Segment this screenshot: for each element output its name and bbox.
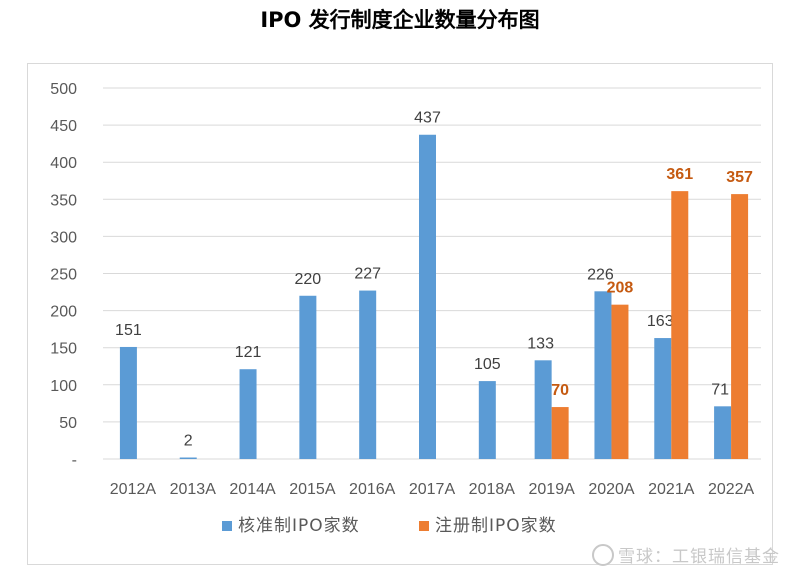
y-tick-label: 450 [50, 118, 77, 135]
y-tick-label: 200 [50, 304, 77, 321]
x-tick-label: 2014A [229, 481, 276, 498]
bar-approval [534, 360, 552, 459]
data-label-approval: 220 [295, 271, 322, 288]
data-label-approval: 163 [647, 313, 674, 330]
bar-approval [419, 134, 436, 459]
data-label-registration: 70 [551, 382, 569, 399]
y-tick-label: 150 [50, 341, 77, 358]
x-tick-label: 2017A [409, 481, 456, 498]
chart-frame [27, 63, 773, 565]
x-tick-label: 2019A [529, 481, 576, 498]
x-tick-label: 2012A [110, 481, 157, 498]
data-label-approval: 121 [235, 344, 262, 361]
data-label-approval: 437 [414, 110, 441, 127]
x-tick-label: 2016A [349, 481, 396, 498]
bar-approval [359, 290, 377, 459]
bar-approval [478, 381, 496, 459]
y-tick-label: 500 [50, 81, 77, 98]
data-label-approval: 71 [711, 381, 729, 398]
bar-approval [119, 346, 137, 459]
data-label-approval: 151 [115, 322, 142, 339]
bar-registration [731, 194, 749, 459]
y-tick-label: 350 [50, 192, 77, 209]
data-label-registration: 208 [607, 280, 634, 297]
watermark-text: 雪球：工银瑞信基金 [618, 547, 780, 567]
x-tick-label: 2020A [588, 481, 635, 498]
bar-registration [671, 191, 689, 459]
bar-registration [551, 407, 569, 459]
data-label-approval: 227 [354, 266, 381, 283]
x-tick-label: 2021A [648, 481, 695, 498]
y-tick-label: 400 [50, 155, 77, 172]
bar-approval [179, 457, 197, 459]
y-tick-label: 50 [59, 415, 77, 432]
watermark: 雪球：工银瑞信基金 [592, 542, 780, 567]
legend-swatch-approval [222, 521, 232, 531]
bar-approval [594, 291, 612, 459]
x-tick-label: 2015A [289, 481, 336, 498]
x-tick-label: 2013A [170, 481, 217, 498]
bar-registration [611, 304, 629, 459]
bar-approval [239, 369, 257, 459]
data-label-approval: 2 [184, 433, 193, 450]
y-tick-label: 100 [50, 378, 77, 395]
y-tick-label: - [72, 452, 77, 469]
snowball-logo-icon [592, 544, 614, 566]
y-tick-label: 300 [50, 229, 77, 246]
data-label-registration: 361 [666, 166, 693, 183]
bar-approval [299, 295, 317, 459]
chart-title: IPO 发行制度企业数量分布图 [260, 8, 540, 32]
bar-approval [654, 338, 672, 459]
data-label-approval: 133 [527, 335, 554, 352]
legend-label-registration: 注册制IPO家数 [435, 516, 557, 536]
legend-swatch-registration [419, 521, 429, 531]
x-tick-label: 2018A [469, 481, 516, 498]
legend-label-approval: 核准制IPO家数 [238, 516, 360, 536]
data-label-approval: 105 [474, 356, 501, 373]
y-tick-label: 250 [50, 267, 77, 284]
data-label-approval: 226 [587, 266, 614, 283]
bar-approval [714, 406, 732, 459]
x-tick-label: 2022A [708, 481, 755, 498]
data-label-registration: 357 [726, 169, 753, 186]
